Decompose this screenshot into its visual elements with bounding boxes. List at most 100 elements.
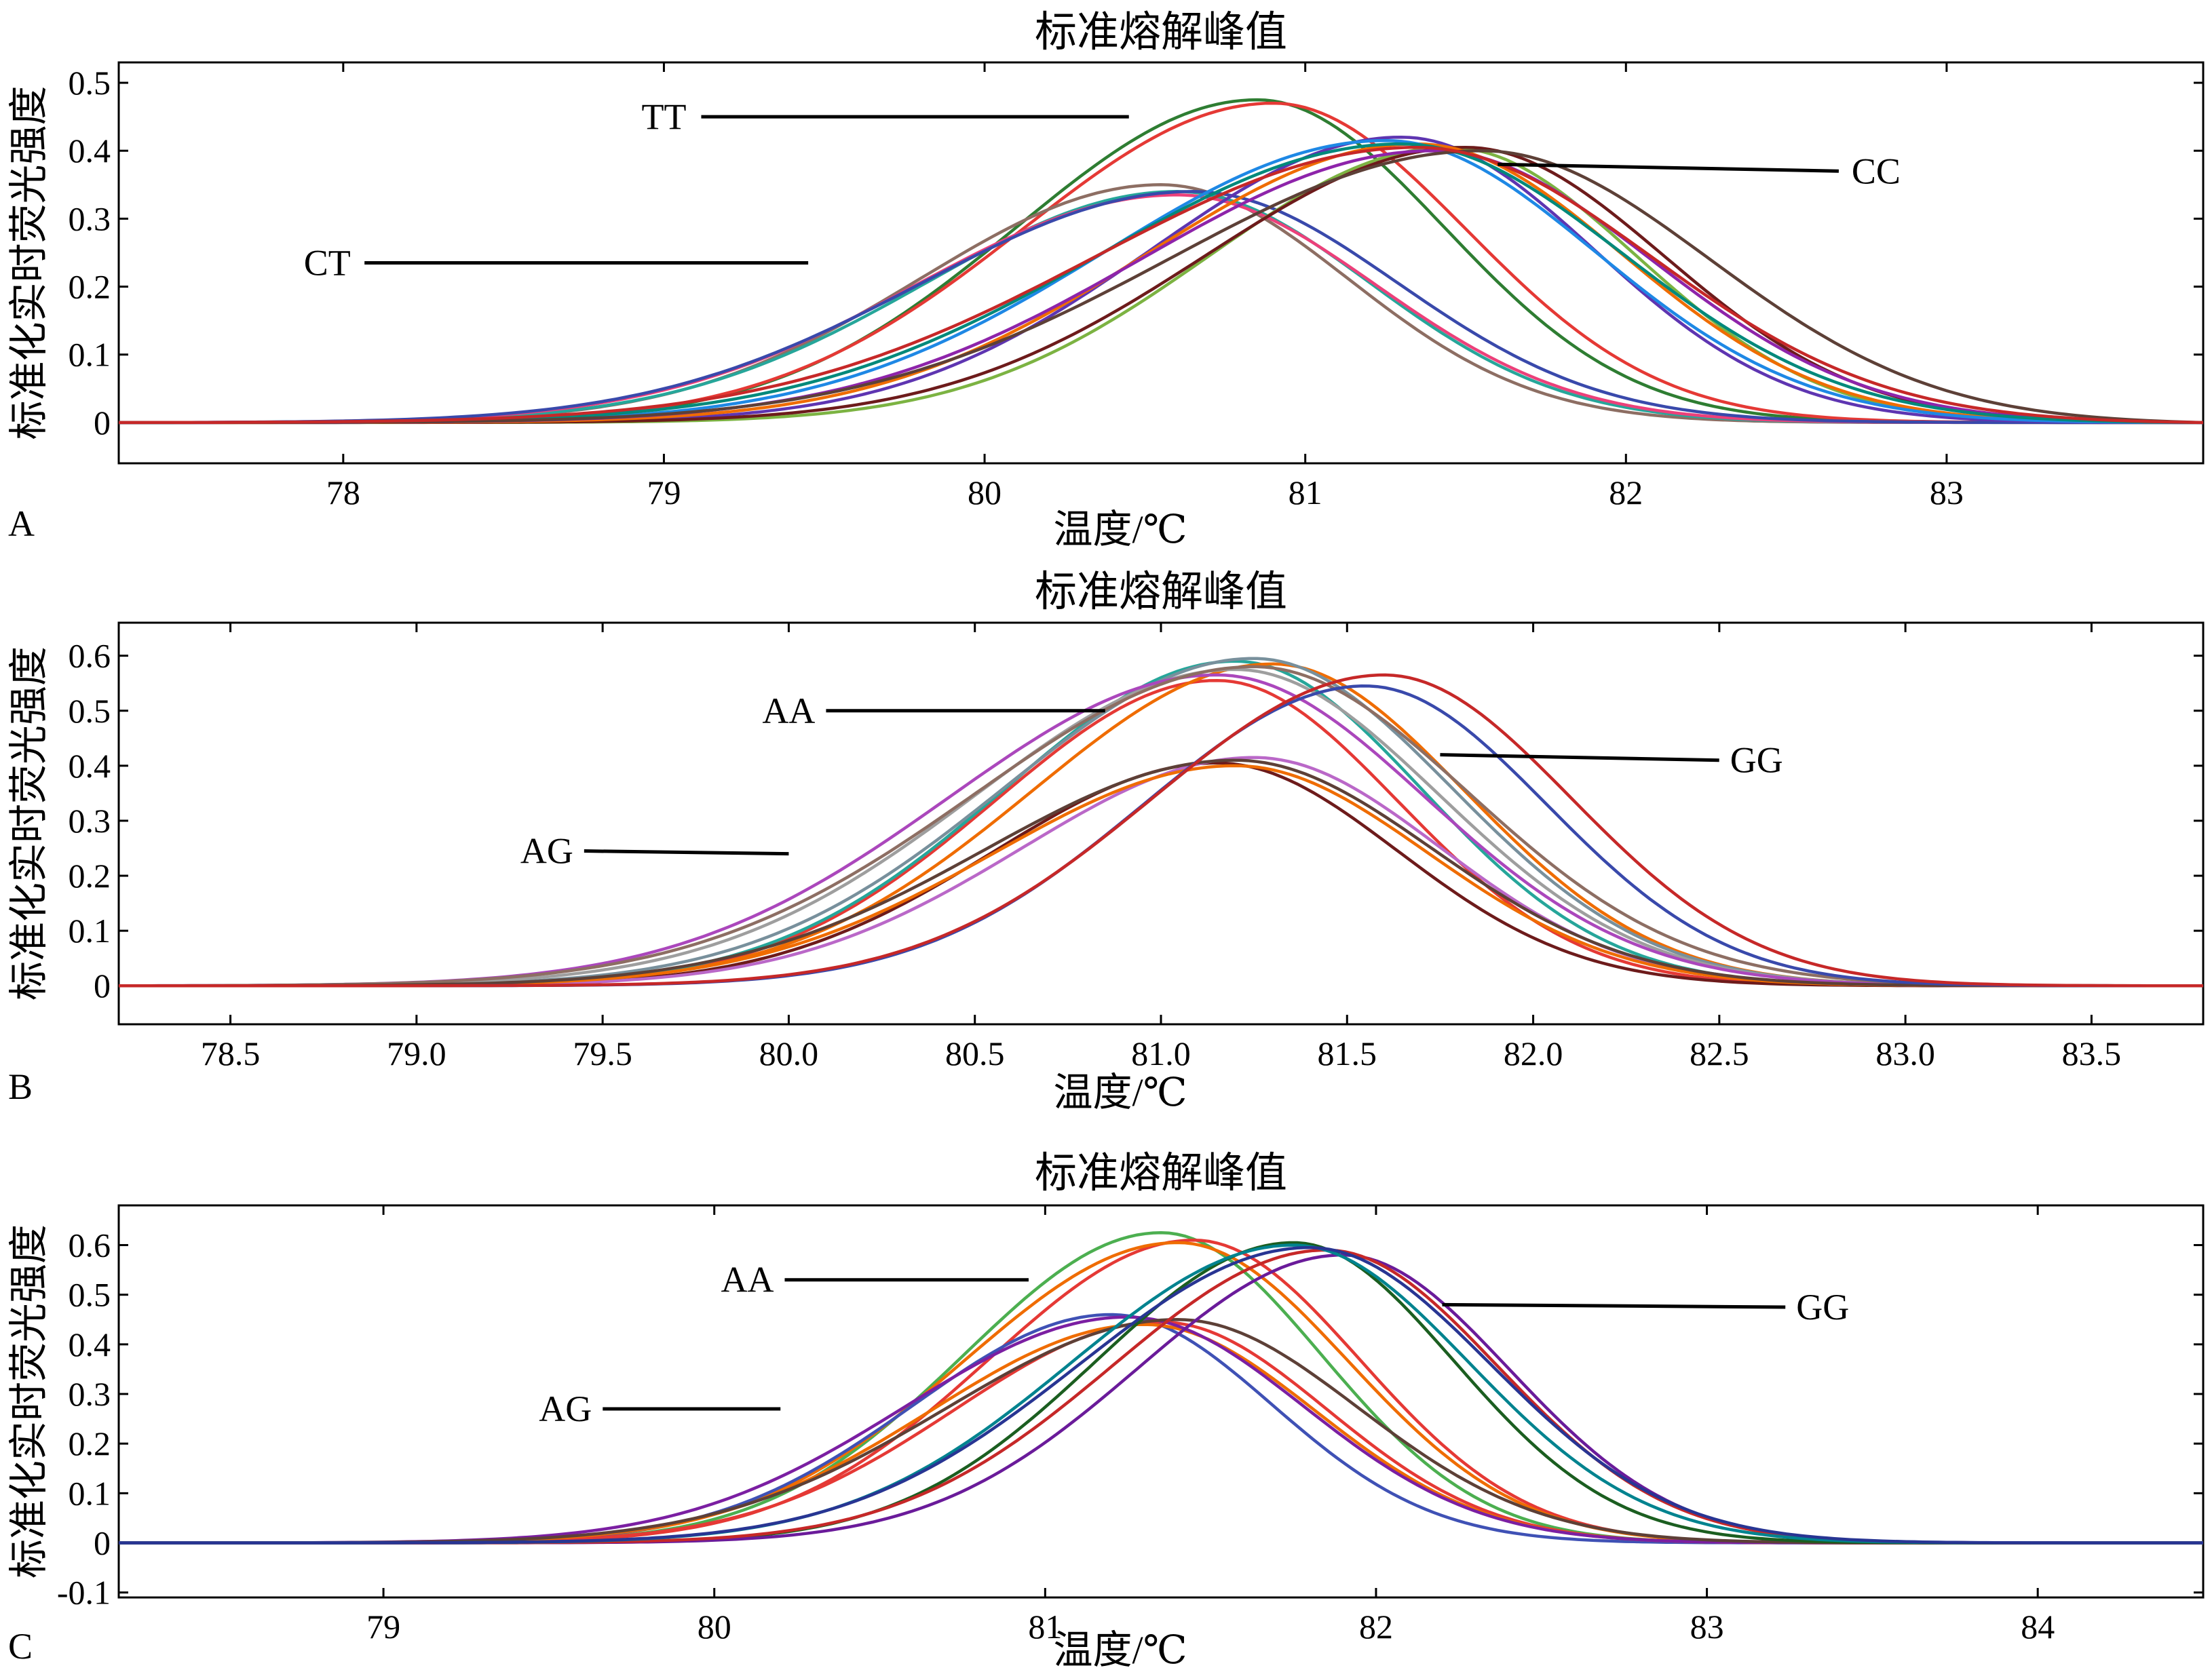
panel-label: A (8, 503, 35, 544)
series-gg-line (119, 1243, 2203, 1545)
x-axis-label: 温度/℃ (1054, 1628, 1187, 1668)
x-tick-label: 83 (1930, 473, 1964, 511)
y-tick-label: 0.5 (69, 64, 111, 102)
series-ag-line (119, 1320, 2203, 1545)
y-tick-label: 0 (94, 404, 111, 442)
y-tick-label: 0.1 (69, 336, 111, 374)
y-tick-label: 0.3 (69, 802, 111, 840)
series-ag-line (119, 764, 2203, 988)
x-tick-label: 82.5 (1690, 1034, 1749, 1072)
x-tick-label: 80 (698, 1608, 731, 1646)
y-tick-label: 0.4 (69, 747, 111, 785)
genotype-label-gg: GG (1796, 1287, 1849, 1327)
y-tick-label: 0.6 (69, 1226, 111, 1264)
series-gg-line (119, 1246, 2203, 1545)
genotype-label-cc: CC (1852, 151, 1901, 191)
panel-label: B (8, 1066, 33, 1107)
genotype-label-ag: AG (539, 1389, 592, 1429)
plot-frame (117, 1204, 2205, 1599)
series-aa-line (119, 659, 2203, 988)
genotype-label-ct: CT (304, 243, 351, 284)
y-tick-label: 0.3 (69, 1375, 111, 1413)
x-tick-label: 78.5 (201, 1034, 261, 1072)
series-gg-line (119, 1241, 2203, 1545)
x-tick-label: 79.0 (387, 1034, 446, 1072)
series-aa-line (119, 657, 2203, 988)
chart-title: 标准熔解峰值 (1035, 569, 1287, 615)
panel-b: 标准熔解峰值 温度/℃ 标准化实时荧光强度 B 78.5 79.0 79.5 80.0… (7, 569, 2205, 1114)
y-axis-label: 标准化实时荧光强度 (7, 1224, 51, 1578)
x-tick-label: 81.5 (1318, 1034, 1377, 1072)
x-axis-label: 温度/℃ (1054, 1070, 1187, 1114)
y-tick-label: 0.5 (69, 692, 111, 730)
x-tick-label: 79.5 (573, 1034, 632, 1072)
y-tick-label: 0.3 (69, 199, 111, 237)
plot-frame (117, 61, 2205, 465)
x-tick-label: 82 (1359, 1608, 1393, 1646)
series-aa-line (119, 662, 2203, 988)
genotype-pointer-gg (1440, 753, 1719, 762)
y-tick-label: 0.2 (69, 268, 111, 306)
y-tick-label: 0.4 (69, 132, 111, 170)
x-tick-label: 79 (647, 473, 681, 511)
y-tick-label: 0.1 (69, 1474, 111, 1512)
genotype-label-ag: AG (520, 831, 573, 872)
y-tick-label: 0.6 (69, 637, 111, 675)
x-tick-label: 83.0 (1875, 1034, 1935, 1072)
series-group (119, 98, 2203, 425)
series-aa-line (119, 678, 2203, 988)
y-tick-label: 0.4 (69, 1325, 111, 1363)
y-tick-label: 0.2 (69, 857, 111, 895)
y-tick-label: 0.5 (69, 1276, 111, 1314)
x-tick-label: 79 (366, 1608, 400, 1646)
y-axis-label: 标准化实时荧光强度 (7, 85, 51, 440)
series-cc-line (119, 149, 2203, 425)
y-tick-label: -0.1 (57, 1574, 111, 1612)
series-gg-line (119, 1253, 2203, 1545)
x-tick-label: 81 (1289, 473, 1322, 511)
x-tick-label: 82.0 (1504, 1034, 1563, 1072)
panel-c: 标准熔解峰值 温度/℃ 标准化实时荧光强度 C 79 80 81 82 83 84 -0.1… (7, 1150, 2205, 1668)
x-tick-label: 83.5 (2062, 1034, 2122, 1072)
x-tick-label: 80 (968, 473, 1002, 511)
x-axis-label: 温度/℃ (1054, 507, 1187, 551)
series-ag-line (119, 758, 2203, 988)
y-axis-label: 标准化实时荧光强度 (7, 646, 51, 1001)
series-ag-line (119, 1315, 2203, 1545)
y-tick-label: 0.1 (69, 912, 111, 950)
genotype-label-gg: GG (1730, 740, 1783, 781)
series-gg-line (119, 673, 2203, 988)
genotype-label-tt: TT (641, 96, 686, 137)
genotype-label-aa: AA (762, 691, 815, 731)
x-tick-label: 82 (1609, 473, 1643, 511)
x-tick-label: 81.0 (1131, 1034, 1191, 1072)
series-gg-line (119, 684, 2203, 988)
series-aa-line (119, 1241, 2203, 1545)
panel-a: 标准熔解峰值 温度/℃ 标准化实时荧光强度 A 78 79 80 81 82 83 0 0.1… (7, 9, 2205, 551)
series-aa-line (119, 667, 2203, 988)
y-tick-label: 0 (94, 967, 111, 1005)
y-tick-label: 0 (94, 1524, 111, 1562)
x-tick-label: 80.5 (945, 1034, 1005, 1072)
series-cc-line (119, 145, 2203, 425)
genotype-pointer-cc (1498, 162, 1839, 173)
chart-title: 标准熔解峰值 (1035, 1150, 1287, 1197)
y-tick-label: 0.2 (69, 1424, 111, 1462)
panel-label: C (8, 1626, 33, 1667)
x-tick-label: 84 (2021, 1608, 2055, 1646)
series-aa-line (119, 665, 2203, 988)
series-ag-line (119, 1318, 2203, 1545)
series-ct-line (119, 190, 2203, 425)
series-aa-line (119, 1230, 2203, 1545)
x-tick-label: 81 (1028, 1608, 1062, 1646)
x-tick-label: 80.0 (759, 1034, 819, 1072)
series-ag-line (119, 1323, 2203, 1545)
series-aa-line (119, 1238, 2203, 1545)
x-tick-label: 83 (1690, 1608, 1724, 1646)
genotype-label-aa: AA (721, 1260, 774, 1300)
series-group (119, 657, 2203, 988)
genotype-pointer-gg (1442, 1302, 1786, 1309)
chart-title: 标准熔解峰值 (1035, 9, 1287, 56)
genotype-pointer-ag (584, 849, 789, 856)
